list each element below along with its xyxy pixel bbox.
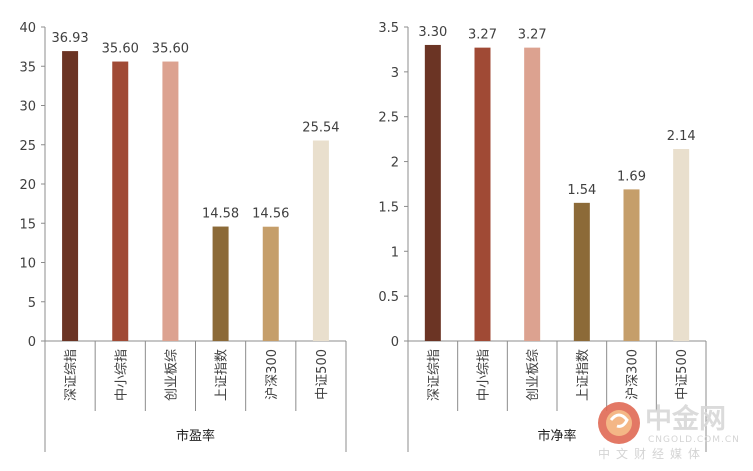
bar bbox=[312, 140, 329, 341]
y-tick-label: 35 bbox=[19, 60, 36, 75]
data-label: 3.30 bbox=[418, 25, 447, 40]
y-tick-label: 0 bbox=[391, 335, 399, 350]
y-tick-label: 1.5 bbox=[378, 200, 399, 215]
data-label: 25.54 bbox=[302, 121, 339, 136]
y-tick-label: 15 bbox=[19, 217, 36, 232]
bar bbox=[162, 61, 179, 341]
y-tick-label: 3 bbox=[391, 66, 399, 81]
data-label: 3.27 bbox=[468, 28, 497, 43]
category-label: 上证指数 bbox=[215, 349, 230, 401]
category-label: 沪深300 bbox=[625, 349, 641, 400]
bar bbox=[424, 44, 441, 341]
y-tick-label: 3.5 bbox=[378, 21, 399, 36]
category-label: 中小综指 bbox=[114, 349, 129, 401]
watermark-title: 中金网 bbox=[645, 403, 726, 435]
y-tick-label: 2 bbox=[391, 156, 399, 171]
y-tick-label: 30 bbox=[19, 100, 36, 115]
data-label: 3.27 bbox=[518, 28, 547, 43]
y-tick-label: 40 bbox=[19, 21, 36, 36]
y-tick-label: 5 bbox=[28, 296, 36, 311]
data-label: 2.14 bbox=[667, 129, 696, 144]
bar bbox=[524, 47, 541, 342]
data-label: 35.60 bbox=[152, 42, 189, 57]
y-tick-label: 25 bbox=[19, 139, 36, 154]
category-label: 上证指数 bbox=[576, 349, 591, 401]
category-label: 中小综指 bbox=[477, 349, 492, 401]
y-tick-label: 20 bbox=[19, 178, 36, 193]
bar bbox=[212, 226, 229, 341]
bar bbox=[623, 189, 640, 341]
category-label: 深证综指 bbox=[427, 349, 442, 401]
data-label: 36.93 bbox=[51, 31, 88, 46]
bar bbox=[262, 226, 279, 341]
data-label: 1.69 bbox=[617, 169, 646, 184]
bar bbox=[112, 61, 129, 341]
watermark-logo-icon bbox=[598, 402, 640, 444]
watermark-logo-swirl bbox=[609, 413, 629, 428]
category-label: 沪深300 bbox=[264, 349, 280, 400]
bar bbox=[673, 149, 690, 341]
category-label: 中证500 bbox=[675, 349, 690, 400]
category-label: 中证500 bbox=[315, 349, 330, 400]
y-tick-label: 2.5 bbox=[378, 111, 399, 126]
x-axis-title: 市盈率 bbox=[176, 428, 215, 444]
y-tick-label: 10 bbox=[19, 257, 36, 272]
data-label: 1.54 bbox=[567, 183, 596, 198]
watermark: 中金网 CNGOLD.COM.CN 中文财经媒体 bbox=[598, 402, 740, 461]
watermark-site: CNGOLD.COM.CN bbox=[648, 435, 740, 445]
data-label: 14.56 bbox=[252, 207, 289, 222]
category-label: 深证综指 bbox=[64, 349, 79, 401]
y-tick-label: 0 bbox=[28, 335, 36, 350]
watermark-tagline: 中文财经媒体 bbox=[598, 446, 706, 461]
x-axis-title: 市净率 bbox=[537, 428, 576, 444]
data-label: 35.60 bbox=[102, 42, 139, 57]
y-tick-label: 0.5 bbox=[378, 290, 399, 305]
data-label: 14.58 bbox=[202, 207, 239, 222]
bar bbox=[62, 51, 79, 342]
bar bbox=[573, 202, 590, 341]
y-tick-label: 1 bbox=[391, 245, 399, 260]
category-label: 创业板综 bbox=[526, 349, 541, 401]
pb-ratio-chart: 0 0.5 1 1.5 2 2.5 3 3.5 3.30 深证综指 3.27 中小综指 3.27 创业板综… bbox=[378, 21, 707, 452]
bar bbox=[474, 47, 491, 342]
pe-ratio-chart: 0 5 10 15 20 25 30 35 40 36.93 深证综指 35.60 中小综指 35.60 创… bbox=[19, 21, 347, 452]
category-label: 创业板综 bbox=[164, 349, 179, 401]
